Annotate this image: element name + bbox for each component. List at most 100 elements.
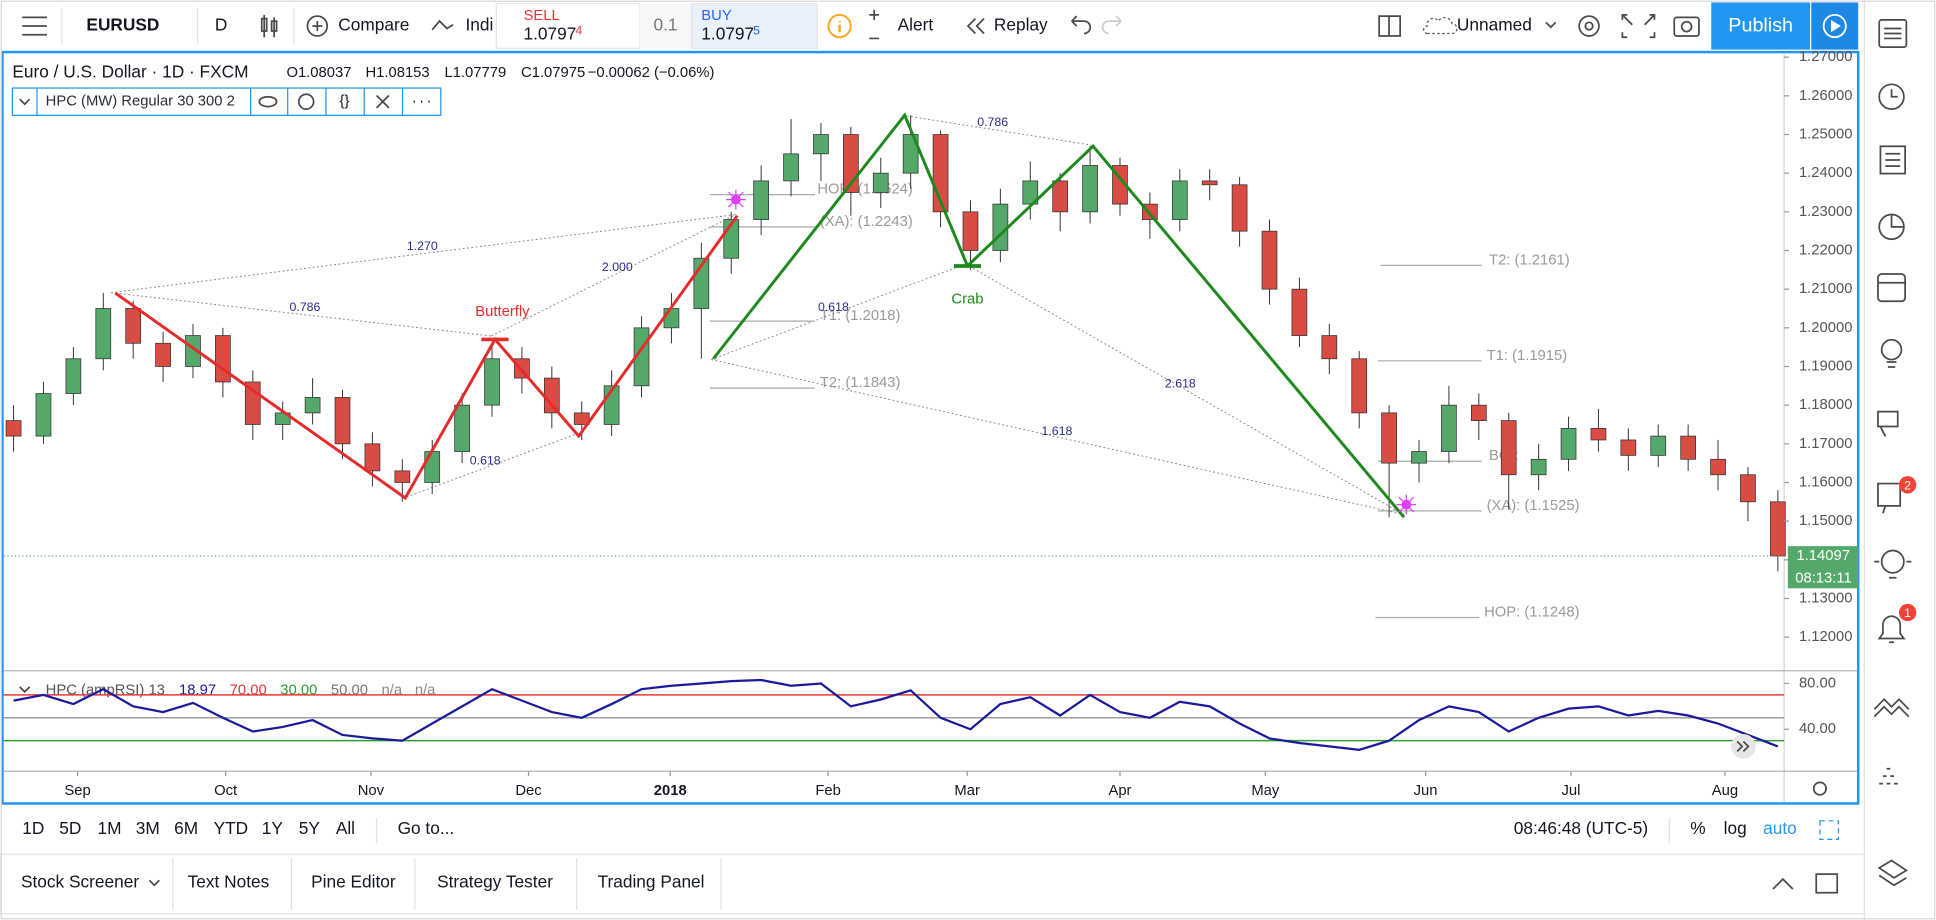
menu-icon[interactable] bbox=[22, 16, 47, 36]
play-icon bbox=[1831, 19, 1841, 33]
compare[interactable]: Compare bbox=[338, 15, 409, 35]
panel-tab[interactable]: Trading Panel bbox=[598, 871, 705, 891]
notification-icon[interactable] bbox=[1877, 615, 1906, 644]
sell-pip: 4 bbox=[575, 23, 582, 37]
plus-minus[interactable] bbox=[869, 9, 880, 40]
close-icon[interactable] bbox=[375, 94, 390, 109]
calendar-icon[interactable] bbox=[1877, 273, 1906, 303]
range-button[interactable]: 1Y bbox=[262, 818, 284, 838]
top-toolbar: EURUSD D Compare Indi SELL 1.0797 4 0.1 … bbox=[0, 0, 1865, 51]
eye-icon[interactable] bbox=[258, 95, 278, 108]
redo[interactable] bbox=[1101, 15, 1122, 35]
range-button[interactable]: 5D bbox=[59, 818, 81, 838]
candle-body bbox=[1680, 435, 1696, 460]
dom-icon[interactable] bbox=[1879, 767, 1898, 785]
candle-body bbox=[1411, 451, 1427, 464]
panel-tab[interactable]: Pine Editor bbox=[311, 871, 396, 891]
tabs-bg bbox=[0, 853, 1866, 915]
rsi-line bbox=[13, 678, 1779, 751]
undo[interactable] bbox=[1071, 15, 1092, 35]
orders-icon[interactable] bbox=[1877, 859, 1908, 887]
compare-icon[interactable] bbox=[306, 15, 329, 37]
settings-icon bbox=[1584, 21, 1594, 31]
ideas-icon[interactable] bbox=[1880, 338, 1903, 361]
range-button[interactable]: 1M bbox=[98, 818, 122, 838]
trade-icon[interactable] bbox=[1873, 698, 1910, 718]
alarm-icon[interactable] bbox=[1878, 83, 1905, 110]
chat-icon[interactable] bbox=[1877, 410, 1899, 437]
candle-body bbox=[1770, 501, 1786, 557]
goto[interactable]: Go to... bbox=[398, 818, 455, 838]
symbol[interactable]: EURUSD bbox=[86, 15, 159, 35]
sidebar-icons[interactable] bbox=[1873, 18, 1912, 887]
y-tick-label: 1.26000 bbox=[1799, 88, 1852, 104]
x-tick-label: 2018 bbox=[654, 783, 687, 799]
y-tick-label: 1.17000 bbox=[1799, 436, 1852, 452]
range-button[interactable]: 6M bbox=[174, 818, 198, 838]
range-button[interactable]: All bbox=[336, 818, 355, 838]
collapse[interactable] bbox=[19, 686, 31, 694]
level-label: T2: (1.1843) bbox=[820, 375, 901, 391]
scroll-button[interactable] bbox=[1731, 734, 1756, 759]
buy-price: 1.0797 bbox=[701, 23, 754, 43]
replay-icon[interactable] bbox=[966, 17, 985, 35]
candle-body bbox=[1261, 230, 1278, 290]
panel-tab[interactable]: Stock Screener bbox=[21, 871, 139, 891]
indicators[interactable]: Indi bbox=[465, 15, 493, 35]
log[interactable]: log bbox=[1724, 818, 1747, 838]
sell-box[interactable] bbox=[495, 3, 641, 49]
chart-style-icon[interactable] bbox=[260, 14, 278, 38]
buy-box[interactable] bbox=[690, 3, 818, 49]
fit-icon[interactable] bbox=[1819, 820, 1840, 841]
maximize-panel[interactable] bbox=[1815, 873, 1839, 894]
publish-button[interactable] bbox=[1711, 2, 1811, 50]
y-tick-label: 1.15000 bbox=[1799, 513, 1852, 529]
candle-body bbox=[1650, 435, 1667, 456]
ratio-label: 1.618 bbox=[1041, 424, 1072, 438]
camera-icon[interactable] bbox=[1673, 16, 1700, 37]
indicator-icon[interactable] bbox=[431, 19, 454, 31]
range-button[interactable]: 1D bbox=[22, 818, 44, 838]
ratio-line bbox=[111, 114, 1405, 516]
fullscreen-icon[interactable] bbox=[1621, 14, 1656, 39]
percent[interactable]: % bbox=[1690, 818, 1705, 838]
candle-body bbox=[872, 172, 889, 193]
y-tick-label: 1.24000 bbox=[1799, 165, 1852, 181]
settings-icon[interactable] bbox=[1812, 781, 1827, 796]
alert[interactable]: Alert bbox=[898, 15, 934, 35]
ratio-lines bbox=[111, 114, 1405, 516]
candle-body bbox=[1291, 288, 1308, 336]
y-tick-label: 1.13000 bbox=[1799, 590, 1852, 606]
panel-tab[interactable]: Text Notes bbox=[188, 871, 270, 891]
replay[interactable]: Replay bbox=[994, 15, 1048, 35]
chevron[interactable] bbox=[148, 879, 160, 887]
legend-change: −0.00062 (−0.06%) bbox=[588, 65, 715, 81]
scroll-icon bbox=[1736, 740, 1750, 752]
publish[interactable]: Publish bbox=[1728, 14, 1793, 36]
gear-icon[interactable] bbox=[297, 93, 315, 110]
settings-icon[interactable] bbox=[1578, 15, 1600, 37]
collapse-panel[interactable] bbox=[1772, 877, 1794, 890]
watchlist-icon[interactable] bbox=[1878, 18, 1908, 48]
auto[interactable]: auto bbox=[1763, 818, 1797, 838]
news-icon[interactable] bbox=[1879, 145, 1906, 175]
interval[interactable]: D bbox=[215, 15, 227, 35]
info-icon[interactable] bbox=[827, 13, 852, 39]
candle-body bbox=[1321, 335, 1338, 360]
hint-icon[interactable] bbox=[1880, 549, 1905, 574]
indicator-legend[interactable] bbox=[11, 87, 442, 116]
range-button[interactable]: 5Y bbox=[299, 818, 321, 838]
signal-marker bbox=[1396, 494, 1417, 515]
chevron[interactable] bbox=[1545, 21, 1557, 29]
range-button[interactable]: YTD bbox=[214, 818, 249, 838]
braces-icon[interactable]: {} bbox=[340, 94, 350, 110]
range-button[interactable]: 3M bbox=[136, 818, 160, 838]
buy-pip: 5 bbox=[753, 23, 760, 37]
indicator-name: HPC (MW) Regular 30 300 2 bbox=[46, 94, 235, 110]
panel-tab[interactable]: Strategy Tester bbox=[437, 871, 553, 891]
collapse[interactable] bbox=[19, 98, 31, 106]
candle-body bbox=[962, 211, 979, 251]
layout-name[interactable]: Unnamed bbox=[1457, 15, 1532, 35]
y-tick-label: 1.19000 bbox=[1799, 358, 1852, 374]
